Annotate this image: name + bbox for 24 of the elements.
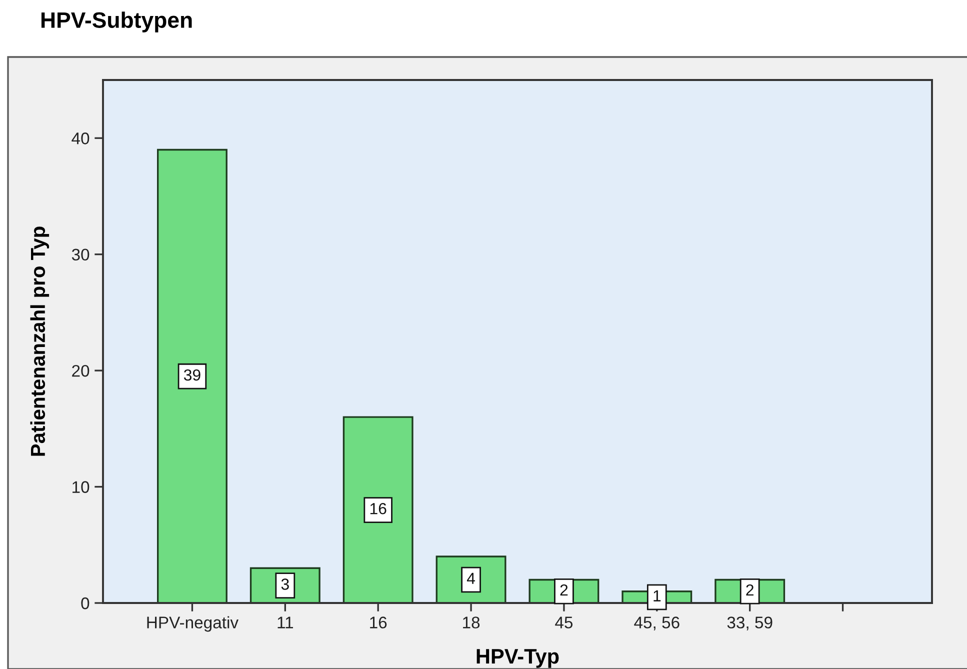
data-label: 16 bbox=[370, 503, 386, 514]
x-tick-label: 18 bbox=[463, 616, 480, 628]
x-axis-title: HPV-Typ bbox=[476, 649, 559, 668]
data-label: 3 bbox=[281, 578, 289, 590]
data-label: 39 bbox=[184, 369, 200, 381]
x-tick-label: 45, 56 bbox=[634, 616, 680, 630]
bar bbox=[157, 148, 228, 603]
y-tick-label: 0 bbox=[81, 597, 90, 610]
y-tick-label: 40 bbox=[72, 132, 90, 144]
x-tick-label: 33, 59 bbox=[727, 616, 772, 630]
y-tick-label: 30 bbox=[72, 248, 90, 261]
bar bbox=[342, 416, 414, 603]
data-label: 2 bbox=[746, 584, 754, 596]
x-tick-label: 45 bbox=[555, 616, 573, 628]
x-tick-label: 16 bbox=[370, 616, 387, 628]
data-label: 2 bbox=[560, 584, 568, 596]
y-tick-label: 10 bbox=[72, 481, 90, 493]
data-label: 1 bbox=[654, 590, 661, 602]
y-axis-title: Patientenanzahl pro Typ bbox=[30, 226, 50, 456]
x-tick-label: HPV-negativ bbox=[147, 616, 238, 632]
x-tick-label: 11 bbox=[278, 616, 293, 628]
chart-title: HPV-Subtypen bbox=[41, 12, 192, 32]
y-tick-label: 20 bbox=[72, 364, 90, 377]
data-label: 4 bbox=[466, 572, 476, 584]
